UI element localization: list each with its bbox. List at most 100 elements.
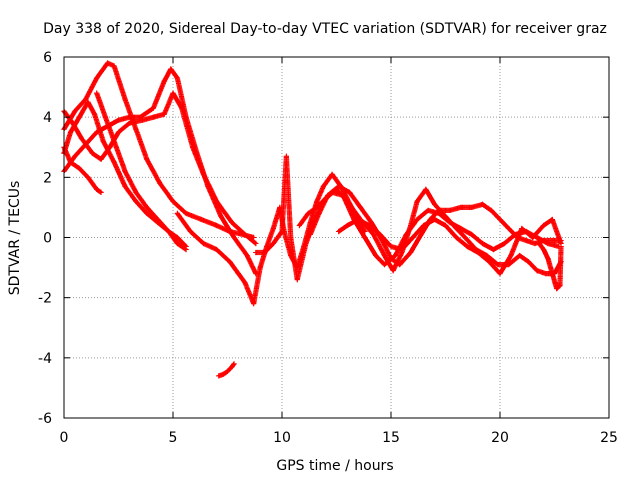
x-tick-label: 20: [491, 430, 509, 446]
data-point: [464, 243, 470, 250]
data-point: [530, 234, 536, 241]
data-point: [484, 252, 490, 259]
data-point: [115, 129, 122, 135]
data-point: [89, 150, 95, 156]
data-point: [161, 78, 167, 84]
data-point: [133, 198, 139, 204]
data-point: [155, 216, 161, 223]
data-point: [113, 144, 119, 150]
data-point: [479, 201, 486, 208]
data-point: [144, 156, 150, 162]
data-point: [214, 246, 220, 253]
data-point: [183, 114, 189, 120]
data-point: [137, 114, 143, 120]
data-point: [220, 371, 226, 377]
data-point: [390, 267, 396, 274]
data-point: [111, 159, 117, 165]
data-point: [224, 368, 231, 374]
data-point: [508, 252, 514, 259]
data-point: [462, 234, 468, 241]
data-point: [517, 252, 523, 259]
data-point: [447, 207, 453, 214]
data-point: [307, 231, 313, 238]
data-point: [161, 111, 167, 117]
data-point: [115, 117, 122, 123]
data-point: [229, 364, 235, 370]
data-point: [72, 108, 78, 114]
data-point: [83, 96, 89, 102]
data-point: [558, 243, 564, 250]
series-track-3: [61, 66, 259, 277]
data-point: [536, 240, 542, 247]
data-point: [346, 189, 353, 195]
data-point: [519, 225, 525, 232]
x-tick-label: 25: [600, 430, 618, 446]
data-point: [218, 213, 224, 220]
data-point: [497, 216, 503, 223]
data-point: [543, 271, 549, 277]
data-point: [469, 231, 475, 238]
data-point: [399, 246, 405, 253]
data-point: [403, 231, 409, 238]
data-point: [194, 150, 200, 156]
data-point: [501, 240, 507, 247]
data-point: [205, 183, 211, 189]
data-point: [432, 216, 438, 223]
data-point: [453, 234, 459, 241]
data-point: [174, 240, 180, 247]
data-point: [497, 271, 503, 277]
x-tick-label: 0: [60, 430, 69, 446]
data-point: [85, 99, 91, 105]
data-point: [344, 198, 350, 204]
data-point: [94, 75, 100, 81]
data-point: [314, 204, 320, 211]
data-point: [296, 222, 303, 229]
series-marks: [61, 66, 259, 277]
data-point: [76, 165, 82, 171]
x-axis-label: GPS time / hours: [276, 458, 393, 474]
y-tick-label: -6: [38, 411, 52, 427]
data-point: [336, 228, 342, 235]
data-point: [174, 210, 180, 217]
data-point: [329, 171, 335, 177]
data-point: [414, 198, 420, 204]
data-point: [229, 219, 235, 226]
data-point: [144, 210, 150, 217]
data-point: [98, 189, 104, 195]
data-point: [392, 252, 398, 259]
data-point: [257, 264, 263, 271]
data-point: [294, 277, 300, 283]
series-track-8: [253, 153, 562, 283]
data-point: [105, 60, 111, 66]
data-point: [545, 255, 551, 262]
data-marks: [61, 60, 564, 379]
data-point: [416, 234, 422, 241]
data-point: [534, 267, 540, 274]
data-point: [170, 198, 176, 204]
series-track-10: [336, 216, 564, 277]
series-track-6: [94, 90, 189, 253]
data-point: [344, 222, 350, 229]
y-tick-label: 6: [43, 50, 52, 66]
data-point: [414, 216, 420, 223]
data-point: [549, 216, 555, 223]
data-point: [144, 204, 150, 211]
data-point: [166, 228, 172, 235]
data-point: [432, 201, 438, 208]
data-point: [541, 222, 547, 229]
data-point: [270, 225, 276, 232]
data-point: [150, 105, 156, 111]
data-point: [554, 286, 560, 292]
data-point: [270, 240, 276, 247]
data-point: [251, 301, 257, 307]
data-point: [168, 66, 174, 72]
data-point: [486, 258, 492, 265]
data-point: [72, 153, 78, 159]
data-point: [200, 240, 207, 247]
data-point: [408, 249, 414, 256]
data-point: [231, 361, 237, 367]
data-point: [333, 186, 340, 192]
data-point: [261, 249, 268, 256]
data-point: [421, 222, 427, 229]
